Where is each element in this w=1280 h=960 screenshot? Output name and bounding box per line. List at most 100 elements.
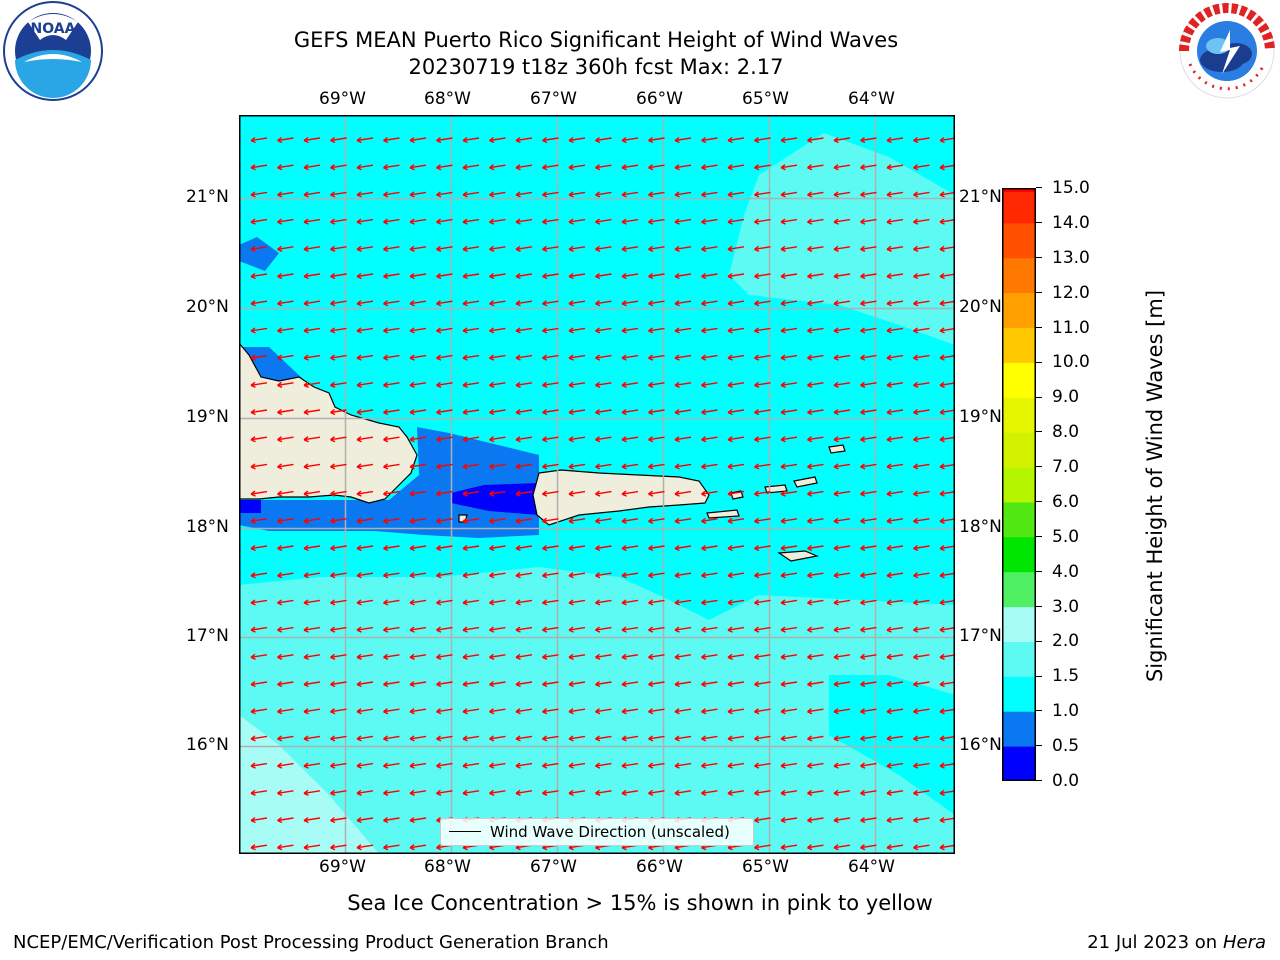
wind-wave-arrow bbox=[833, 626, 851, 633]
lat-tick-right: 20°N bbox=[959, 297, 1002, 317]
wind-wave-arrow bbox=[886, 816, 904, 824]
footer-date: 21 Jul 2023 on Hera bbox=[1087, 932, 1266, 954]
wind-wave-arrow bbox=[277, 327, 294, 334]
wind-wave-arrow bbox=[303, 245, 321, 252]
wind-wave-arrow bbox=[356, 816, 374, 824]
wind-wave-arrow bbox=[568, 191, 586, 198]
wind-wave-arrow bbox=[542, 789, 559, 796]
wind-wave-arrow bbox=[727, 245, 745, 252]
wind-wave-arrow bbox=[277, 300, 294, 307]
wind-wave-arrow bbox=[701, 708, 718, 715]
wind-wave-arrow bbox=[913, 218, 930, 225]
wind-wave-arrow bbox=[515, 735, 533, 742]
wind-wave-arrow bbox=[833, 816, 851, 824]
wind-wave-arrow bbox=[595, 490, 612, 497]
wind-wave-arrow bbox=[807, 272, 824, 280]
wind-wave-arrow bbox=[462, 762, 480, 769]
wind-wave-arrow bbox=[489, 300, 506, 307]
wind-wave-arrow bbox=[939, 653, 955, 660]
wind-wave-arrow bbox=[701, 381, 718, 388]
wind-wave-arrow bbox=[648, 408, 665, 416]
wind-wave-arrow bbox=[462, 599, 480, 606]
wind-wave-arrow bbox=[754, 245, 771, 252]
wind-wave-arrow bbox=[489, 599, 506, 606]
colorbar-band bbox=[1002, 362, 1036, 398]
wind-wave-arrow bbox=[913, 789, 930, 796]
wind-wave-arrow bbox=[462, 463, 480, 470]
wind-wave-arrow bbox=[568, 436, 586, 443]
lat-tick-right: 16°N bbox=[959, 735, 1002, 755]
wind-wave-arrow bbox=[701, 599, 718, 606]
island bbox=[706, 509, 740, 519]
wind-wave-arrow bbox=[409, 191, 427, 198]
wind-wave-arrow bbox=[833, 245, 851, 252]
lon-tick-top: 66°W bbox=[636, 89, 683, 109]
wind-wave-arrow bbox=[780, 136, 798, 144]
wind-wave-arrow bbox=[780, 164, 798, 171]
wind-wave-arrow bbox=[754, 789, 771, 796]
wind-wave-arrow bbox=[489, 436, 506, 443]
colorbar-tick-label: 3.0 bbox=[1052, 596, 1080, 617]
wind-wave-arrow bbox=[595, 735, 612, 742]
wind-wave-arrow bbox=[727, 762, 745, 769]
wind-wave-arrow bbox=[303, 191, 321, 198]
wind-wave-arrow bbox=[860, 272, 877, 280]
colorbar-tick-label: 15.0 bbox=[1052, 178, 1090, 198]
wind-wave-arrow bbox=[886, 735, 904, 742]
wind-wave-arrow bbox=[886, 653, 904, 660]
wind-wave-arrow bbox=[568, 680, 586, 688]
wind-wave-arrow bbox=[674, 408, 692, 416]
national-weather-service-logo bbox=[1179, 3, 1275, 99]
colorbar-band bbox=[1002, 432, 1036, 468]
wind-wave-arrow bbox=[648, 544, 665, 552]
wind-wave-arrow bbox=[886, 490, 904, 497]
wind-wave-arrow bbox=[701, 191, 718, 198]
wind-wave-arrow bbox=[250, 680, 268, 688]
wind-wave-arrow bbox=[860, 762, 877, 769]
wind-wave-arrow bbox=[727, 463, 745, 470]
colorbar-tick-mark bbox=[1036, 466, 1042, 468]
wind-wave-arrow bbox=[913, 599, 930, 606]
wind-wave-arrow bbox=[780, 735, 798, 742]
wind-wave-arrow bbox=[277, 191, 294, 198]
wind-wave-arrow bbox=[595, 762, 612, 769]
wind-wave-arrow bbox=[436, 436, 453, 443]
wind-wave-arrow bbox=[648, 626, 665, 633]
wind-wave-arrow bbox=[436, 762, 453, 769]
wind-wave-arrow bbox=[807, 599, 824, 606]
wind-wave-arrow bbox=[489, 490, 506, 497]
lon-tick-bottom: 64°W bbox=[848, 857, 895, 877]
wave-region-0-5m bbox=[239, 237, 279, 271]
wind-wave-arrow bbox=[701, 572, 718, 579]
wind-wave-arrow bbox=[886, 680, 904, 688]
wind-wave-arrow bbox=[409, 572, 427, 579]
wind-wave-arrow bbox=[754, 517, 771, 524]
wind-wave-arrow bbox=[383, 354, 400, 361]
wind-wave-arrow bbox=[780, 789, 798, 796]
wind-wave-arrow bbox=[409, 844, 427, 851]
wind-wave-arrow bbox=[409, 272, 427, 280]
wind-wave-arrow bbox=[489, 136, 506, 144]
wind-wave-arrow bbox=[807, 408, 824, 416]
wind-wave-arrow bbox=[409, 490, 427, 497]
wind-wave-arrow bbox=[250, 789, 268, 796]
wind-wave-arrow bbox=[436, 517, 453, 524]
footer-branch: NCEP/EMC/Verification Post Processing Pr… bbox=[13, 932, 609, 953]
wind-wave-arrow bbox=[568, 164, 586, 171]
footer-date-text: 21 Jul 2023 on bbox=[1087, 932, 1223, 953]
wind-wave-arrow bbox=[674, 626, 692, 633]
wind-wave-arrow bbox=[833, 762, 851, 769]
wind-wave-arrow bbox=[303, 463, 321, 470]
wind-wave-arrow bbox=[515, 463, 533, 470]
wind-wave-arrow bbox=[674, 708, 692, 715]
wind-wave-arrow bbox=[330, 245, 347, 252]
wind-wave-arrow bbox=[648, 517, 665, 524]
wind-wave-arrow bbox=[807, 354, 824, 361]
wind-wave-arrow bbox=[489, 544, 506, 552]
wave-region-0-5m bbox=[239, 427, 539, 538]
wind-wave-arrow bbox=[807, 544, 824, 552]
wind-wave-arrow bbox=[277, 517, 294, 524]
wind-wave-arrow bbox=[833, 218, 851, 225]
lat-tick-left: 19°N bbox=[186, 407, 229, 427]
wind-wave-arrow bbox=[356, 245, 374, 252]
